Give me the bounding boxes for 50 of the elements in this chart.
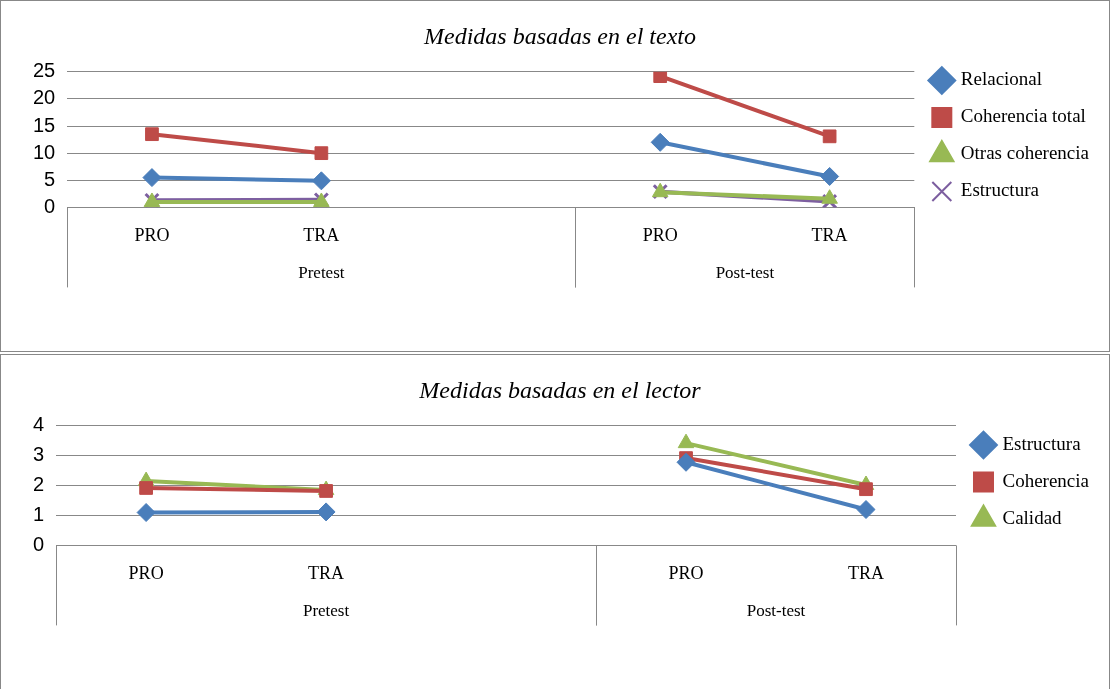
point: [820, 166, 840, 186]
x-tick-label: PRO: [642, 224, 678, 245]
point: [821, 189, 838, 204]
point: [677, 433, 695, 449]
text: Post-test: [746, 600, 806, 620]
chart-title: Medidas basadas en el lector: [418, 376, 702, 403]
x-tick-label: TRA: [308, 562, 345, 583]
x-tick-label: PRO: [134, 224, 170, 245]
y-tick-label: 2: [33, 473, 45, 496]
point: [676, 452, 696, 472]
x-tick-label: TRA: [303, 224, 340, 245]
point: [822, 129, 837, 144]
point: [821, 193, 838, 208]
point: [136, 503, 156, 523]
legend-label: Estructura: [1002, 432, 1082, 454]
chart-title: Medidas basadas en el texto: [423, 22, 696, 49]
y-tick-label: 0: [33, 532, 45, 555]
point: [653, 71, 668, 83]
text: Pretest: [302, 600, 350, 620]
legend-label: Calidad: [1002, 506, 1063, 528]
point: [650, 132, 670, 152]
point: [145, 127, 159, 142]
y-tick-label: 0: [44, 194, 56, 217]
x-tick-label: TRA: [811, 224, 848, 245]
legend-label: Otras coherencia: [960, 142, 1090, 164]
point: [856, 500, 876, 520]
text: Post-test: [715, 262, 775, 282]
y-tick-label: 25: [33, 59, 56, 82]
legend-label: Estructura: [960, 179, 1040, 201]
x-tick-label: TRA: [848, 562, 884, 583]
point: [142, 168, 162, 188]
legend-label: Relacional: [960, 68, 1043, 90]
y-tick-label: 20: [33, 86, 56, 109]
point: [316, 502, 336, 522]
y-tick-label: 1: [33, 503, 45, 526]
y-tick-label: 15: [33, 113, 56, 136]
y-tick-label: 10: [33, 140, 56, 163]
text: Pretest: [298, 262, 345, 282]
legend-label: Coherencia total: [960, 105, 1086, 127]
point: [311, 171, 331, 191]
point: [139, 481, 153, 495]
x-tick-label: PRO: [128, 562, 164, 583]
point: [859, 482, 873, 497]
y-tick-label: 4: [33, 413, 45, 436]
point: [319, 484, 333, 498]
legend-label: Coherencia: [1002, 469, 1090, 491]
x-tick-label: PRO: [668, 562, 704, 583]
y-tick-label: 5: [44, 167, 56, 190]
y-tick-label: 3: [33, 443, 45, 466]
point: [314, 146, 329, 161]
